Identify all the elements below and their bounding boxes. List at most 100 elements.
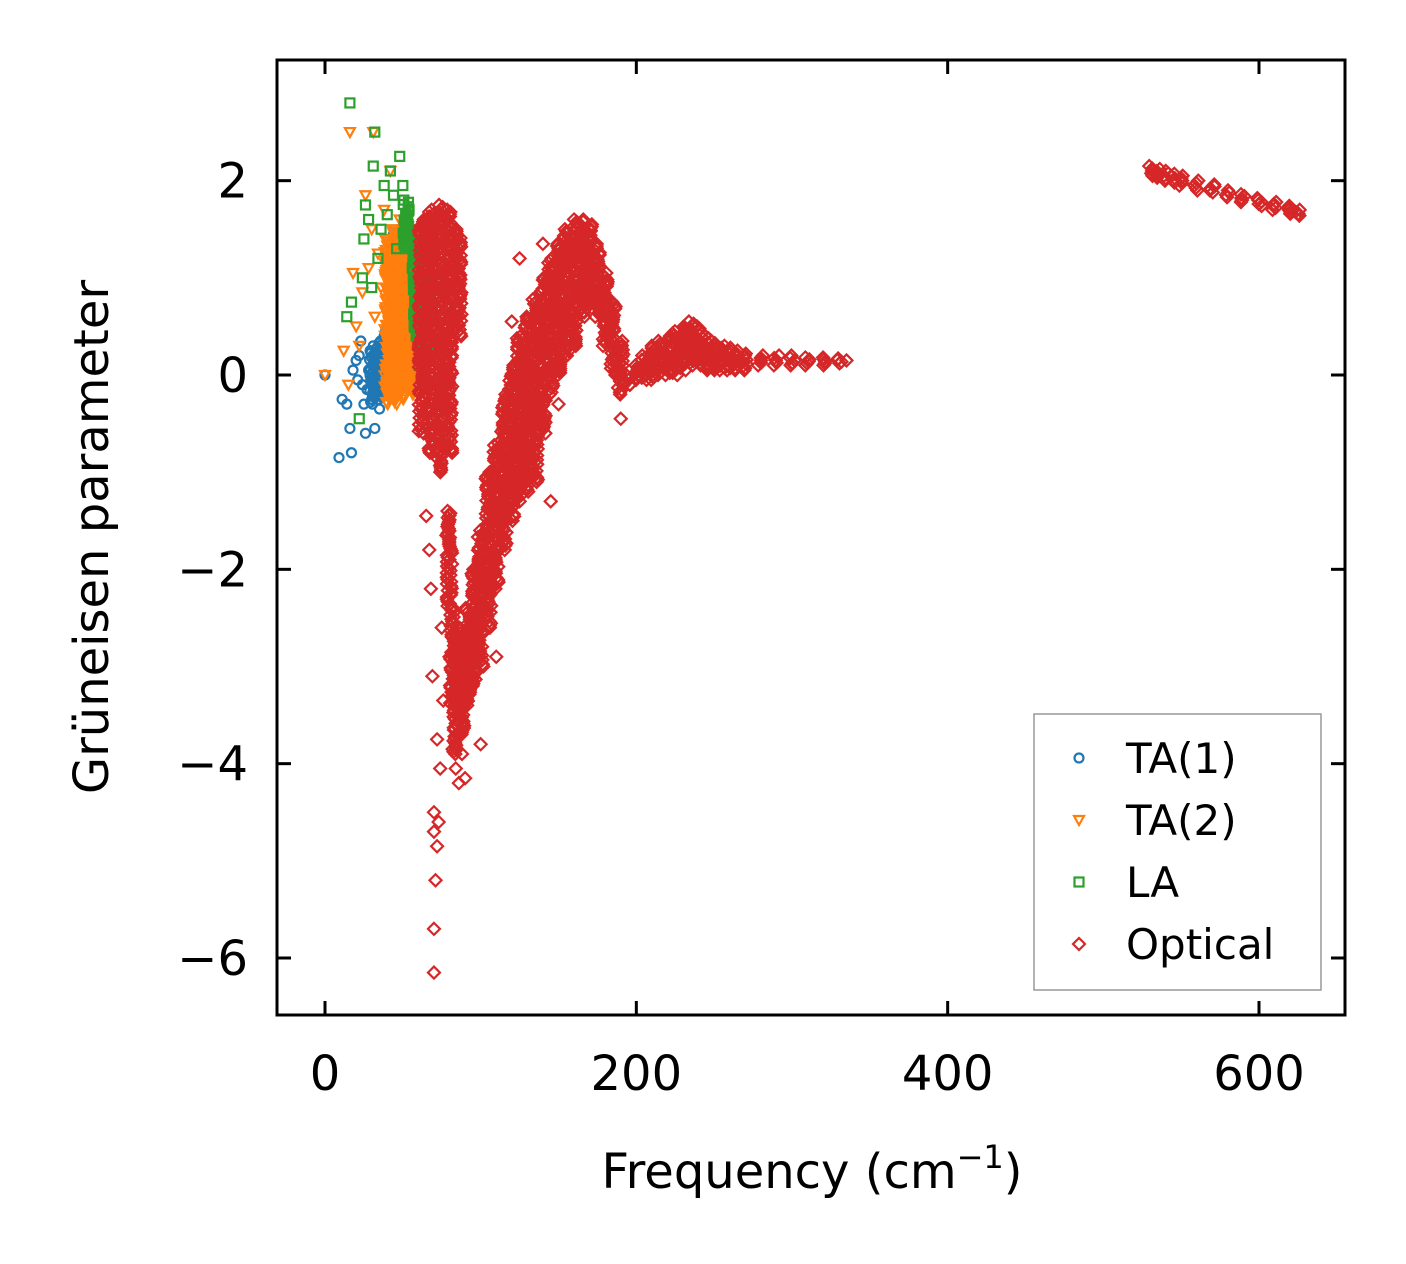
data-point-optical bbox=[527, 425, 543, 441]
data-point-ta-1- bbox=[341, 398, 353, 410]
data-point-optical bbox=[1141, 158, 1157, 174]
data-point-optical bbox=[1202, 180, 1218, 196]
data-point-la bbox=[345, 296, 358, 308]
data-point-optical bbox=[1220, 182, 1236, 198]
legend-label: LA bbox=[1126, 858, 1179, 907]
data-point-optical bbox=[454, 746, 470, 762]
data-point-ta-2- bbox=[374, 282, 388, 295]
data-point-optical bbox=[784, 355, 800, 371]
data-point-optical bbox=[584, 216, 600, 232]
data-point-optical bbox=[572, 216, 588, 232]
legend-box bbox=[1033, 713, 1322, 991]
data-point-optical bbox=[738, 346, 754, 362]
data-point-optical bbox=[429, 838, 445, 854]
data-point-optical bbox=[543, 493, 559, 509]
x-axis-label: Frequency (cm−1) bbox=[601, 1138, 1022, 1200]
data-point-optical bbox=[426, 965, 442, 981]
y-tick-label: 0 bbox=[217, 348, 248, 404]
data-point-optical bbox=[1166, 166, 1182, 182]
legend-marker bbox=[1071, 936, 1087, 952]
data-point-optical bbox=[815, 349, 831, 366]
data-point-optical bbox=[689, 318, 705, 334]
data-point-ta-1- bbox=[358, 398, 370, 410]
data-point-ta-1- bbox=[345, 447, 358, 459]
data-point-optical bbox=[435, 692, 451, 709]
data-point-la bbox=[362, 213, 375, 226]
data-point-optical bbox=[504, 314, 520, 330]
data-point-la bbox=[403, 204, 415, 216]
x-tick-label: 600 bbox=[1213, 1046, 1305, 1102]
data-point-optical bbox=[838, 352, 855, 368]
data-point-optical bbox=[801, 351, 817, 368]
data-point-optical bbox=[424, 668, 440, 684]
data-point-optical bbox=[448, 223, 464, 239]
data-point-ta-1- bbox=[361, 383, 373, 396]
x-tick-label: 400 bbox=[902, 1046, 994, 1102]
data-point-ta-2- bbox=[349, 321, 364, 334]
data-point-ta-2- bbox=[341, 379, 356, 392]
data-point-ta-2- bbox=[336, 345, 351, 358]
data-point-la bbox=[391, 243, 403, 255]
legend-entry: LA bbox=[1073, 858, 1179, 907]
legend-marker bbox=[1073, 876, 1085, 888]
data-point-optical bbox=[1175, 168, 1191, 184]
data-point-la bbox=[387, 189, 400, 201]
data-point-optical bbox=[445, 741, 461, 757]
data-point-optical bbox=[465, 676, 481, 692]
data-point-optical bbox=[833, 354, 849, 370]
data-point-la bbox=[375, 223, 387, 235]
data-point-la bbox=[369, 126, 381, 138]
data-point-optical bbox=[440, 352, 456, 368]
data-point-optical bbox=[445, 600, 461, 616]
data-point-optical bbox=[584, 219, 600, 235]
data-point-ta-2- bbox=[386, 233, 401, 247]
data-point-optical bbox=[423, 581, 439, 597]
legend-marker bbox=[1073, 752, 1085, 764]
legend-entry: TA(1) bbox=[1073, 734, 1237, 783]
data-point-ta-2- bbox=[355, 287, 370, 300]
legend-marker bbox=[1072, 814, 1086, 828]
data-point-optical bbox=[558, 309, 574, 325]
data-point-la bbox=[358, 233, 370, 245]
data-point-ta-2- bbox=[343, 126, 357, 140]
data-point-optical bbox=[429, 731, 445, 747]
data-point-optical bbox=[797, 349, 813, 366]
data-point-optical bbox=[441, 649, 458, 665]
data-point-ta-2- bbox=[367, 311, 382, 324]
data-point-optical bbox=[512, 250, 528, 266]
data-point-optical bbox=[478, 517, 495, 533]
data-point-la bbox=[394, 150, 406, 162]
data-point-optical bbox=[421, 542, 437, 558]
data-point-la bbox=[344, 97, 356, 109]
data-point-ta-2- bbox=[364, 224, 379, 237]
data-point-ta-1- bbox=[347, 364, 359, 376]
data-point-optical bbox=[448, 221, 464, 237]
data-point-optical bbox=[448, 760, 464, 777]
data-point-ta-1- bbox=[362, 364, 375, 376]
x-axis-label-main: Frequency (cm bbox=[601, 1144, 956, 1200]
data-point-optical bbox=[598, 265, 614, 281]
data-point-optical bbox=[426, 921, 442, 937]
data-point-ta-2- bbox=[318, 369, 332, 383]
data-point-optical bbox=[431, 814, 447, 830]
data-point-optical bbox=[783, 348, 799, 364]
x-tick-label: 200 bbox=[591, 1046, 683, 1102]
x-tick-label: 0 bbox=[310, 1046, 341, 1102]
y-tick-label: 2 bbox=[217, 154, 248, 210]
data-point-ta-1- bbox=[344, 422, 356, 435]
data-point-optical bbox=[438, 527, 454, 543]
data-point-optical bbox=[473, 736, 489, 752]
data-point-optical bbox=[1206, 178, 1222, 195]
y-tick-label: −2 bbox=[177, 542, 248, 598]
data-point-optical bbox=[479, 609, 495, 625]
y-axis-label: Grüneisen parameter bbox=[64, 280, 120, 795]
data-point-optical bbox=[1206, 176, 1222, 193]
data-point-la bbox=[378, 179, 390, 192]
data-point-optical bbox=[706, 348, 722, 364]
data-point-ta-1- bbox=[370, 388, 382, 401]
data-point-ta-2- bbox=[402, 360, 416, 373]
data-point-la bbox=[366, 281, 378, 294]
x-axis-label-suffix: ) bbox=[1004, 1144, 1023, 1200]
x-axis-label-sup: −1 bbox=[957, 1138, 1004, 1176]
